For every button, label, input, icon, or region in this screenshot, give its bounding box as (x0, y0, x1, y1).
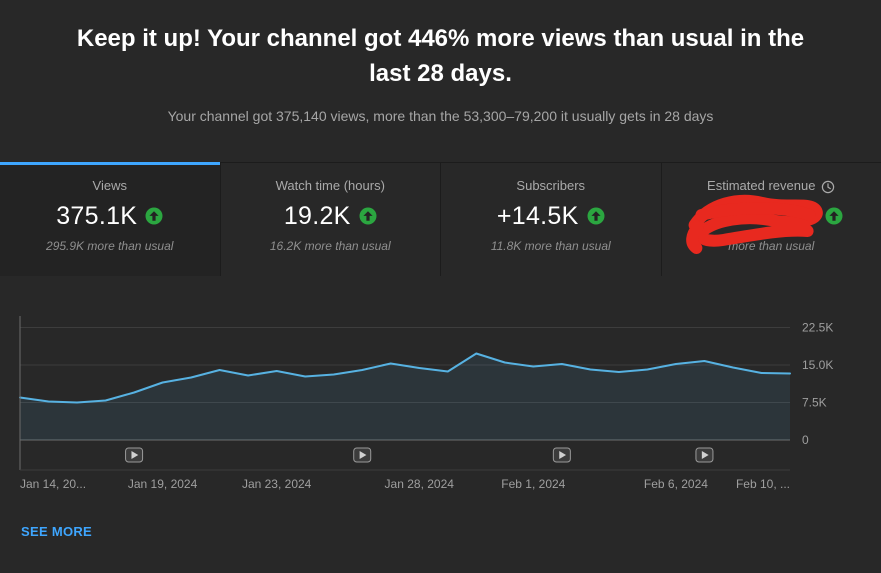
y-axis-tick-label: 7.5K (802, 396, 827, 410)
tab-subtext: 16.2K more than usual (269, 239, 391, 253)
tab-label: Estimated revenue (707, 178, 816, 193)
up-arrow-icon (359, 207, 377, 225)
tab-subtext: 11.8K more than usual (490, 239, 611, 253)
tab-subtext: 295.9K more than usual (46, 239, 174, 253)
tab-label: Watch time (hours) (275, 178, 385, 193)
up-arrow-icon (825, 207, 843, 225)
chart-svg[interactable]: 22.5K 15.0K 7.5K 0 Jan 14, 20... Jan 19, 2024… (0, 276, 881, 500)
views-chart[interactable]: 22.5K 15.0K 7.5K 0 Jan 14, 20... Jan 19, 2024… (0, 276, 881, 500)
page-root: Keep it up! Your channel got 446% more v… (0, 0, 881, 539)
see-more-link[interactable]: SEE MORE (21, 524, 93, 539)
tab-views[interactable]: Views 375.1K 295.9K more than usual (0, 162, 220, 276)
x-axis-tick-label: Feb 6, 2024 (644, 477, 708, 491)
summary-header: Keep it up! Your channel got 446% more v… (0, 0, 881, 124)
play-icon (359, 451, 367, 459)
tab-value: +14.5K (496, 201, 579, 230)
tab-estimated-revenue[interactable]: Estimated revenue more than usual (660, 163, 881, 276)
clock-icon (821, 180, 835, 194)
tab-value: 375.1K (56, 201, 138, 230)
x-axis-tick-label: Feb 1, 2024 (501, 477, 565, 491)
tab-subtext: more than usual (728, 239, 815, 253)
metric-tabs: Views 375.1K 295.9K more than usual Watc… (0, 162, 881, 276)
x-axis-tick-label: Feb 10, ... (736, 477, 790, 491)
up-arrow-icon (587, 207, 605, 225)
chart-area-fill (20, 353, 790, 440)
summary-subtitle: Your channel got 375,140 views, more tha… (167, 108, 714, 124)
tab-label: Views (92, 178, 127, 193)
tab-subscribers[interactable]: Subscribers +14.5K 11.8K more than usual (440, 163, 661, 276)
tab-label: Subscribers (516, 178, 586, 193)
x-axis-tick-label: Jan 14, 20... (20, 477, 86, 491)
y-axis-tick-label: 0 (802, 433, 809, 447)
summary-headline: Keep it up! Your channel got 446% more v… (76, 25, 805, 87)
play-icon (131, 451, 139, 459)
play-icon (701, 451, 709, 459)
chart-line (19, 352, 791, 404)
x-axis-tick-label: Jan 23, 2024 (242, 477, 312, 491)
up-arrow-icon (145, 207, 163, 225)
y-axis-tick-label: 15.0K (802, 358, 833, 372)
x-axis-tick-label: Jan 19, 2024 (128, 477, 198, 491)
x-axis-tick-label: Jan 28, 2024 (385, 477, 455, 491)
tab-watch-time[interactable]: Watch time (hours) 19.2K 16.2K more than… (219, 163, 440, 276)
y-axis-tick-label: 22.5K (802, 321, 833, 335)
play-icon (559, 451, 567, 459)
tab-value: 19.2K (283, 201, 351, 230)
